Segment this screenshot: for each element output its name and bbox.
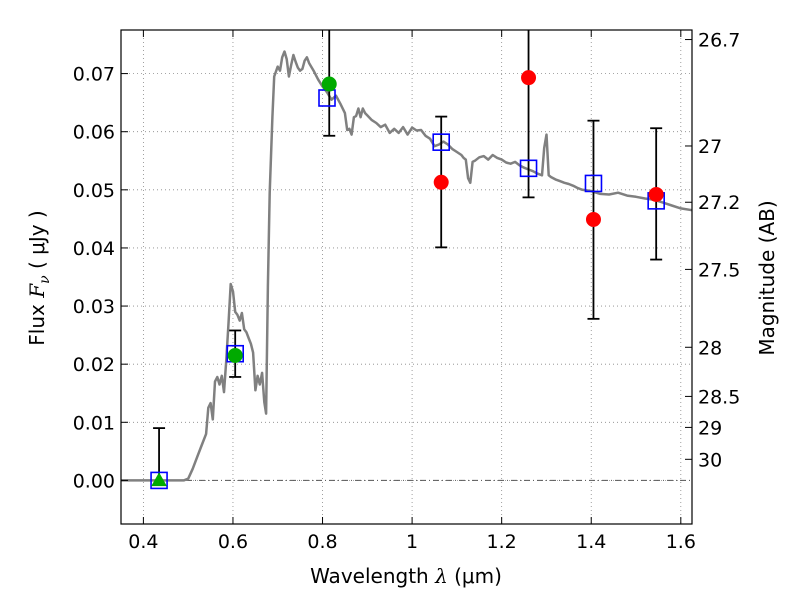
observed-flux-marker [321,76,337,92]
x-tick-label: 0.6 [218,531,248,553]
y-axis-title-symbol: F [25,283,49,299]
magnitude-tick-label: 28.5 [698,386,740,408]
y-axis-title: Flux Fν ( μJy ) [25,210,53,345]
x-tick-label: 1.2 [487,531,517,553]
y-tick-label: 0.03 [73,296,115,318]
y-tick-label: 0.05 [73,180,115,202]
magnitude-tick-label: 27.2 [698,192,740,214]
model-photometry-box [519,159,538,178]
observed-flux-marker [433,174,449,190]
model-photometry-box [432,133,451,151]
x-axis-title-prefix: Wavelength [310,564,435,588]
x-axis-title-symbol: λ [434,564,448,588]
y-tick-labels: 0.00 0.01 0.02 0.03 0.04 0.05 0.06 0.07 [73,64,115,493]
y-tick-label: 0.04 [73,238,115,260]
y-axis-title-prefix: Flux [25,298,49,346]
x-tick-label: 1 [406,531,418,553]
magnitude-tick-labels: 26.7 27 27.2 27.5 28 28.5 29 30 [698,30,740,472]
grid-lines [121,30,692,524]
y-tick-label: 0.01 [73,412,115,434]
x-tick-label: 0.4 [128,531,158,553]
axis-ticks [121,30,692,524]
magnitude-tick-label: 27 [698,136,722,158]
x-tick-labels: 0.4 0.6 0.8 1 1.2 1.4 1.6 [128,531,696,553]
magnitude-axis-title: Magnitude (AB) [755,200,779,355]
model-photometry-box [584,174,603,193]
y-tick-label: 0.07 [73,64,115,86]
magnitude-tick-label: 29 [698,417,722,439]
x-tick-label: 1.4 [576,531,606,553]
plot-frame [120,29,693,525]
x-tick-label: 0.8 [307,531,337,553]
x-axis-title: Wavelength λ (μm) [310,564,502,588]
y-tick-label: 0.00 [73,470,115,492]
observed-flux-marker [585,211,601,227]
observed-flux-marker [227,347,243,363]
sed-model-curve-group [121,50,693,482]
errorbars-group [153,30,663,481]
magnitude-tick-label: 27.5 [698,259,740,281]
x-axis-title-unit: (μm) [448,564,502,588]
y-tick-label: 0.06 [73,122,115,144]
x-tick-label: 1.6 [666,531,696,553]
magnitude-tick-label: 26.7 [698,30,740,52]
y-axis-title-unit: ( μJy ) [25,210,49,275]
sed-model-curve [121,50,693,482]
magnitude-tick-label: 30 [698,449,722,471]
y-tick-label: 0.02 [73,354,115,376]
observed-flux-marker [648,186,664,202]
observed-upper-limit-triangle [151,472,167,487]
observed-markers [151,70,664,487]
observed-flux-marker [521,70,537,86]
model-photometry-boxes [150,89,665,490]
y-axis-title-subscript: ν [37,275,53,284]
magnitude-tick-label: 28 [698,337,722,359]
